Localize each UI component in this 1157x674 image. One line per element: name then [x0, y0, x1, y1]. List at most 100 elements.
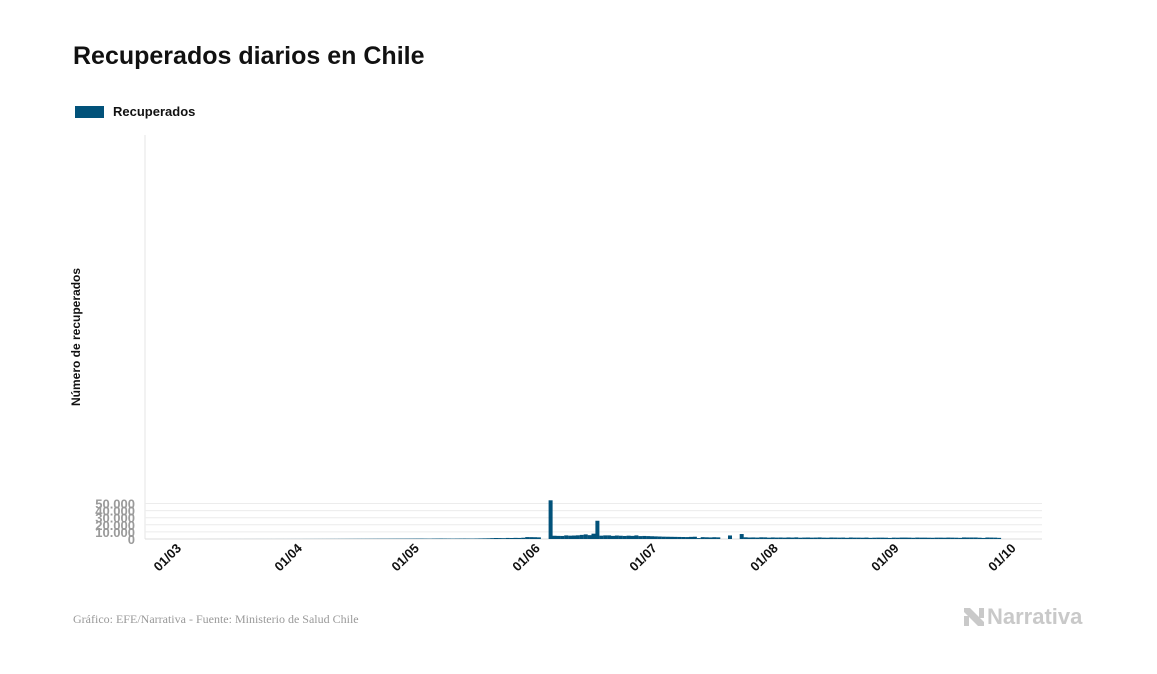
bar [521, 537, 526, 539]
bar [743, 537, 748, 539]
bar [887, 537, 892, 539]
bar [482, 538, 487, 539]
bar [930, 537, 935, 539]
legend-swatch [75, 105, 104, 118]
narrativa-n-icon [964, 608, 984, 626]
bar [603, 535, 608, 539]
chart-title: Recuperados diarios en Chile [73, 42, 425, 70]
bar [985, 537, 990, 539]
bar [755, 537, 760, 539]
bar [926, 537, 931, 539]
bar [716, 537, 721, 539]
bar [501, 538, 506, 539]
x-tick-label: 01/04 [271, 540, 305, 574]
bar [774, 537, 779, 539]
bar [767, 537, 771, 539]
bar [954, 537, 959, 539]
bar [692, 536, 697, 539]
bar [583, 534, 588, 539]
y-axis-label: Número de recuperados [69, 268, 83, 406]
bar [505, 537, 510, 539]
bar [622, 535, 627, 539]
y-tick-label: 30.000 [95, 511, 135, 526]
bar [958, 537, 963, 539]
bar [614, 535, 619, 539]
bar [825, 537, 830, 539]
bar [891, 537, 896, 539]
bar [595, 520, 600, 539]
bar [841, 537, 846, 539]
bar [638, 536, 643, 539]
bar [919, 537, 924, 539]
bar [899, 537, 904, 539]
bar [989, 537, 994, 539]
bar [572, 535, 576, 539]
bar [509, 538, 514, 539]
bar [704, 537, 709, 539]
bar [829, 537, 834, 539]
bar [611, 535, 615, 539]
bar [630, 535, 635, 539]
bar [860, 537, 865, 539]
x-tick-label: 01/09 [868, 541, 902, 575]
legend: Recuperados [75, 104, 195, 119]
bar [661, 536, 666, 539]
bar [872, 537, 877, 539]
bar [607, 535, 612, 539]
bar [821, 537, 826, 539]
bar [677, 536, 682, 539]
bar [778, 537, 783, 539]
bar [942, 537, 947, 539]
bar [817, 537, 822, 539]
bar [813, 537, 818, 539]
bar [946, 537, 951, 539]
bar [997, 537, 1002, 539]
bar [564, 535, 569, 539]
bar [685, 537, 690, 539]
y-tick-label: 0 [128, 532, 135, 547]
bar [977, 537, 982, 539]
bar [708, 537, 713, 539]
bar [696, 538, 701, 539]
bar [884, 537, 888, 539]
bar [770, 537, 775, 539]
bar [575, 535, 580, 539]
bar [833, 537, 838, 539]
narrativa-logo: Narrativa [963, 604, 1082, 630]
bar [525, 537, 530, 539]
bar [950, 537, 955, 539]
x-tick-label: 01/08 [747, 541, 781, 575]
bar [599, 535, 604, 539]
bar [938, 537, 943, 539]
bar [981, 537, 986, 539]
bar [681, 537, 686, 539]
bar [856, 537, 861, 539]
bar [552, 535, 557, 539]
bar [962, 537, 966, 539]
bar [536, 537, 541, 539]
bar [673, 536, 678, 539]
x-tick-label: 01/07 [626, 541, 660, 575]
bar [993, 537, 998, 539]
bar [626, 535, 631, 539]
bar [845, 537, 849, 539]
bar [790, 537, 795, 539]
bar [579, 534, 584, 539]
bar [494, 538, 498, 539]
bar [548, 500, 553, 539]
bar [864, 537, 869, 539]
bar [934, 537, 939, 539]
bar [650, 536, 654, 539]
bar [880, 537, 885, 539]
bar [529, 537, 534, 539]
y-tick-label: 50.000 [95, 497, 135, 512]
bar [786, 537, 791, 539]
bar [759, 537, 764, 539]
bar [634, 535, 639, 539]
bar [728, 535, 732, 539]
bar [591, 533, 596, 539]
bar [689, 536, 693, 539]
bar [837, 537, 842, 539]
